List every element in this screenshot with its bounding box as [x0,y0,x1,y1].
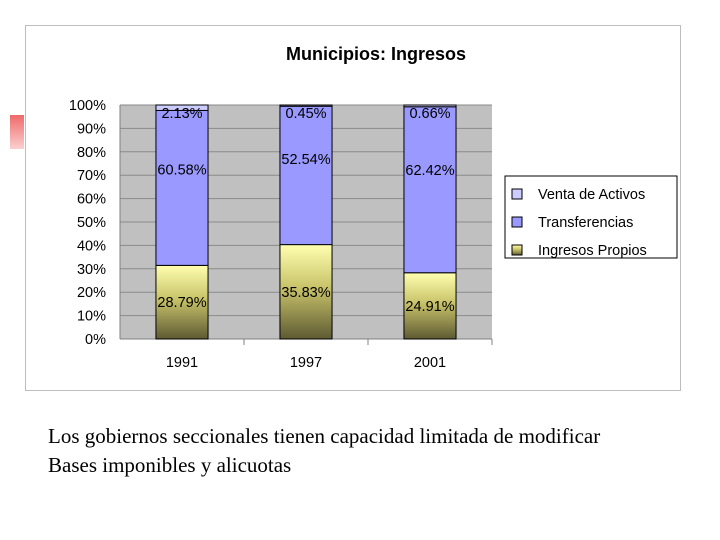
legend-label: Ingresos Propios [538,243,647,259]
legend-label: Transferencias [538,215,633,231]
legend-box [504,175,678,259]
y-tick-label: 60% [77,192,106,208]
legend-swatch [511,188,523,200]
data-label: 0.45% [285,106,326,122]
y-tick-label: 100% [69,98,106,114]
y-tick-label: 50% [77,215,106,231]
y-tick-label: 70% [77,168,106,184]
bar-segment-venta-de-activos-2001 [403,104,457,108]
y-tick-label: 40% [77,238,106,254]
data-label: 62.42% [405,163,454,179]
bar-segment-transferencias-1997 [279,105,333,246]
legend-label: Venta de Activos [538,187,645,203]
data-label: 60.58% [157,162,206,178]
chart-frame: Municipios: Ingresos 0% 10% 20% 30% 40% 50% 60… [25,25,681,391]
caption-line-2: Bases imponibles y alicuotas [48,453,292,477]
data-label: 0.66% [409,106,450,122]
caption-line-1: Los gobiernos seccionales tienen capacid… [48,424,601,448]
x-tick-label: 1997 [290,355,322,371]
bar-segment-ingresos-propios-2001 [403,272,457,340]
x-tick-label: 2001 [414,355,446,371]
data-label: 24.91% [405,299,454,315]
bar-segment-venta-de-activos-1997 [279,104,333,107]
data-label: 35.83% [281,285,330,301]
stacked-bar-chart: Municipios: Ingresos 0% 10% 20% 30% 40% 50% 60… [69,44,678,371]
bar-segment-transferencias-2001 [403,106,457,274]
data-label: 52.54% [281,152,330,168]
y-tick-label: 10% [77,309,106,325]
bar-segment-transferencias-1991 [155,109,209,266]
legend-swatch [511,216,523,228]
y-tick-label: 80% [77,145,106,161]
decorative-red-mark [10,115,24,149]
legend-swatch [511,244,523,256]
y-tick-label: 0% [85,332,106,348]
caption-text: Los gobiernos seccionales tienen capacid… [48,422,708,480]
y-tick-label: 30% [77,262,106,278]
data-label: 2.13% [161,106,202,122]
data-label: 28.79% [157,295,206,311]
y-tick-label: 90% [77,121,106,137]
chart-title: Municipios: Ingresos [286,44,466,64]
y-tick-label: 20% [77,285,106,301]
bar-segment-venta-de-activos-1991 [155,104,209,111]
x-tick-label: 1991 [166,355,198,371]
